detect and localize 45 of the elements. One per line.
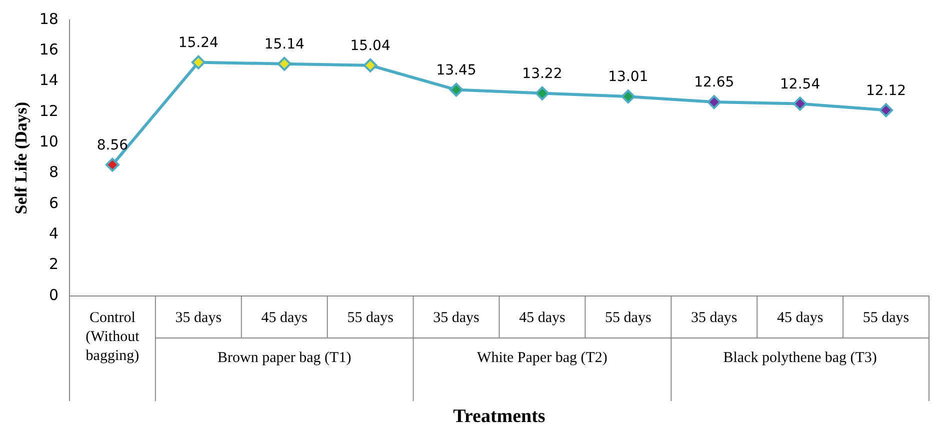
x-tick-label: 45 days — [519, 310, 566, 326]
point — [879, 103, 894, 118]
x-tick-label: 35 days — [690, 310, 738, 326]
x-axis-title: Treatments — [453, 406, 546, 427]
x-tick-label: 45 days — [776, 310, 824, 326]
y-tick-label: 14 — [39, 71, 58, 90]
x-tick-label: 55 days — [605, 310, 652, 326]
point — [105, 158, 120, 172]
point — [535, 86, 550, 100]
point — [793, 96, 808, 111]
y-tick-label: 2 — [48, 255, 58, 274]
point — [449, 82, 464, 97]
data-label: 15.24 — [178, 34, 219, 51]
y-tick-label: 0 — [48, 286, 58, 304]
data-label: 15.14 — [264, 36, 304, 52]
point — [277, 56, 292, 71]
y-tick-label: 18 — [39, 10, 58, 28]
data-label: 15.04 — [350, 38, 390, 54]
y-axis-title: Self Life (Days) — [12, 102, 31, 214]
y-tick-label: 4 — [48, 224, 58, 243]
y-tick-label: 6 — [48, 194, 58, 212]
text: Black polythene bag (T3) — [723, 350, 877, 366]
data-label: 13.01 — [608, 69, 648, 86]
data-label: 13.22 — [522, 66, 562, 82]
y-tick-label: 16 — [39, 40, 58, 59]
point — [707, 95, 722, 110]
data-label: 12.54 — [780, 76, 820, 92]
point — [363, 58, 378, 72]
data-label: 12.65 — [694, 74, 734, 91]
y-tick-label: 8 — [48, 163, 58, 182]
x-tick-label: 55 days — [347, 310, 394, 326]
y-tick-label: 12 — [39, 102, 58, 120]
text: White Paper bag (T2) — [477, 350, 608, 366]
data-label: 8.56 — [96, 137, 128, 154]
x-tick-label: 45 days — [261, 310, 308, 326]
x-tick-label: Control (Without bagging) — [86, 310, 140, 364]
point — [621, 90, 636, 104]
x-tick-label: 55 days — [862, 310, 910, 326]
data-label: 12.12 — [866, 82, 906, 99]
x-tick-label: 35 days — [175, 310, 222, 326]
data-label: 13.45 — [436, 62, 476, 78]
x-tick-label: 35 days — [433, 310, 480, 326]
text: Brown paper bag (T1) — [218, 350, 352, 366]
y-tick-label: 10 — [39, 132, 58, 151]
point — [191, 55, 206, 70]
